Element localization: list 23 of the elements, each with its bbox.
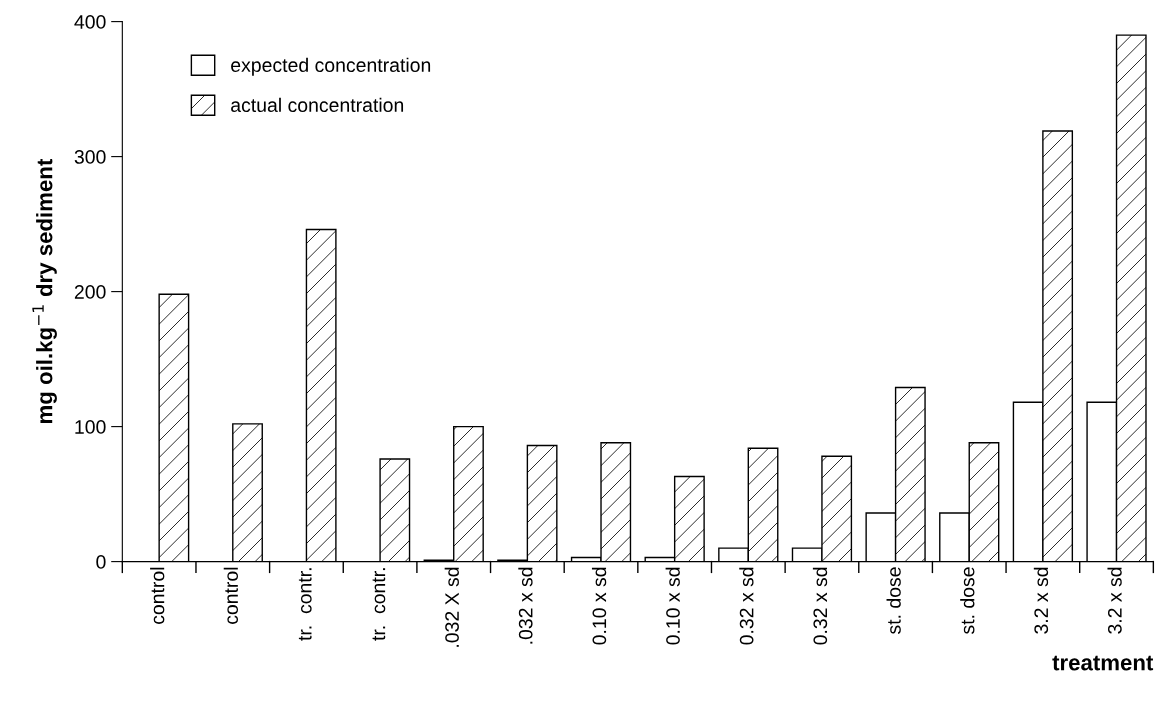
y-tick-label: 400 — [74, 15, 106, 29]
x-tick-label: 0.10 x sd — [591, 567, 607, 645]
x-tick-label: control — [223, 567, 239, 624]
x-tick-label: tr. contr. — [298, 568, 312, 641]
legend-label: expected concentration — [231, 57, 431, 76]
y-tick-label: 300 — [74, 150, 106, 164]
x-tick-label: 0.32 x sd — [812, 567, 828, 645]
x-tick-label: .032 X sd — [444, 567, 459, 647]
x-tick-label: st. dose — [960, 567, 975, 635]
x-tick-label: control — [150, 567, 165, 624]
x-tick-label: st. dose — [886, 567, 901, 635]
x-tick-label: .032 x sd — [518, 567, 533, 644]
y-axis-title: mg oil.kg$^{−1}$ dry sediment — [32, 158, 57, 424]
x-axis-title: treatment — [1052, 655, 1154, 671]
legend-label: actual concentration — [231, 97, 404, 113]
x-tick-label: 3.2 x sd — [1107, 567, 1122, 634]
x-tick-label: tr. contr. — [372, 568, 386, 641]
x-tick-label: 3.2 x sd — [1033, 567, 1049, 634]
x-tick-label: 0.10 x sd — [665, 567, 680, 645]
y-tick-label: 200 — [74, 285, 106, 299]
x-tick-label: 0.32 x sd — [739, 567, 754, 645]
y-tick-label: 0 — [96, 555, 106, 569]
y-tick-label: 100 — [75, 420, 106, 434]
